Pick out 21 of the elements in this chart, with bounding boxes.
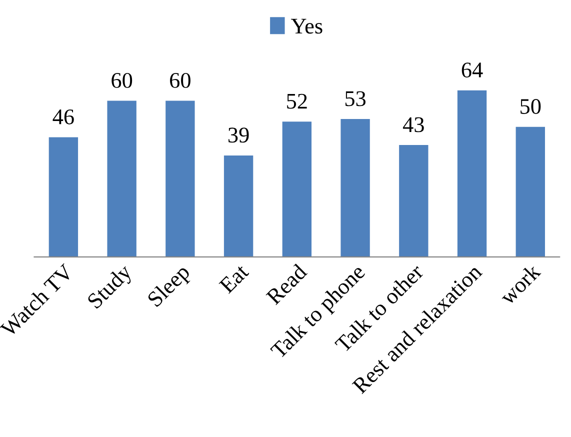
bar — [457, 90, 487, 257]
bar — [399, 145, 428, 257]
bar — [282, 122, 312, 257]
bar — [340, 119, 370, 257]
data-label: 50 — [520, 98, 541, 114]
bar — [107, 100, 136, 257]
bar — [48, 137, 78, 257]
data-label: 64 — [462, 62, 483, 78]
x-tick-label: work — [498, 262, 542, 306]
data-label: 60 — [112, 72, 132, 88]
data-label: 43 — [402, 117, 424, 132]
bar — [166, 100, 195, 257]
bar — [516, 126, 545, 257]
legend-label: Yes — [291, 18, 322, 34]
x-tick-label: Eat — [218, 263, 250, 294]
data-label: 60 — [170, 72, 190, 88]
data-label: 39 — [228, 128, 249, 143]
data-label: 53 — [345, 91, 366, 106]
data-label: 52 — [287, 94, 307, 109]
data-label: 46 — [52, 109, 74, 124]
bar — [224, 155, 254, 257]
